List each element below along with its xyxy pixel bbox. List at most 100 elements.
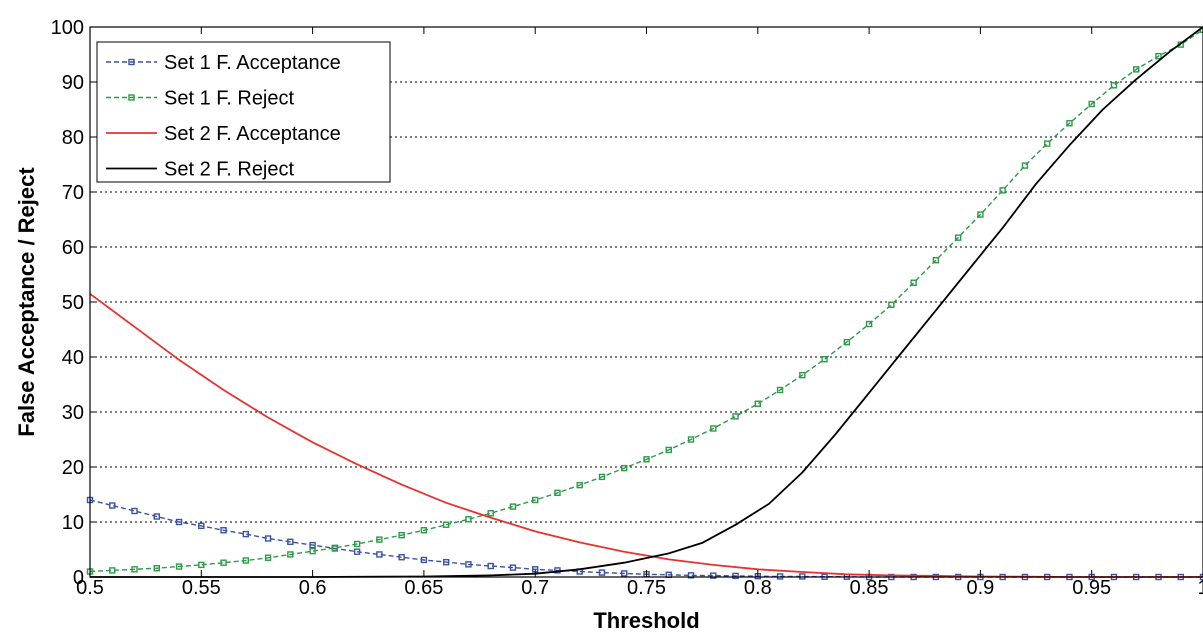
series-2-point [175, 563, 183, 570]
series-2-point [643, 456, 650, 463]
y-tick-label: 100 [51, 17, 84, 39]
series-2-point [888, 301, 895, 308]
series-2-point [509, 503, 517, 510]
series-2-point [220, 559, 227, 566]
series-2-point [153, 565, 160, 572]
series-2-point [754, 400, 761, 407]
series-1-point [710, 572, 717, 579]
series-2-point [376, 536, 383, 543]
series-1-point [420, 556, 428, 564]
series-1-point [465, 561, 472, 568]
series-line-2 [89, 29, 1203, 573]
series-2-point [1110, 82, 1118, 89]
series-2-point [353, 540, 361, 548]
series-2-point [331, 544, 339, 552]
series-2-point [420, 527, 428, 534]
series-1-point [309, 541, 316, 549]
series-line-4 [90, 26, 1203, 578]
y-tick-label: 60 [62, 237, 84, 259]
x-tick-label: 0.75 [627, 577, 666, 599]
x-tick-label: 0.55 [182, 577, 221, 599]
series-1-point [732, 572, 739, 580]
series-line-3 [89, 293, 1203, 578]
series-2-point [843, 338, 851, 346]
x-tick-label: 0.65 [404, 577, 443, 599]
legend-label: Set 2 F. Acceptance [164, 123, 341, 145]
series-2-point [977, 211, 984, 218]
legend-box [96, 41, 391, 183]
series-2-point [932, 257, 940, 264]
y-tick-label: 20 [62, 457, 84, 479]
series-2-point [954, 234, 962, 241]
series-1-point [242, 530, 250, 538]
series-2-point [576, 481, 583, 489]
series-1-point [264, 535, 272, 542]
x-tick-label: 0.9 [966, 577, 994, 599]
series-1-point [131, 507, 138, 515]
x-tick-label: 0.95 [1072, 577, 1111, 599]
series-2-point [865, 320, 873, 328]
y-tick-label: 70 [62, 182, 84, 204]
y-tick-label: 10 [62, 512, 84, 534]
axis-ticks: 0 10 20 30 40 50 60 70 80 90 100 0.5 0.55 0.6 0.65 0.7 0… [51, 17, 1203, 599]
x-tick-label: 0.6 [299, 577, 327, 599]
y-tick-label: 90 [62, 72, 84, 94]
series-1-point [509, 564, 517, 571]
legend-label: Set 2 F. Reject [164, 159, 295, 181]
legend-label: Set 1 F. Acceptance [164, 52, 341, 74]
series-2-point [309, 547, 316, 555]
legend-label: Set 1 F. Reject [164, 88, 295, 110]
series-2-point [532, 496, 539, 504]
series-2-point [910, 279, 917, 286]
series-2-point [621, 464, 628, 472]
series-2-point [109, 567, 116, 574]
series-2-point [465, 516, 472, 523]
series-1-point [621, 570, 628, 577]
series-2-point [821, 356, 828, 363]
x-tick-label: 0.8 [744, 577, 772, 599]
series-2-point [198, 561, 205, 569]
legend: Set 1 F. Acceptance Set 1 F. Reject Set 2 … [96, 41, 391, 183]
legend-swatch-marker [128, 94, 135, 101]
series-1-point [175, 518, 183, 526]
series-2-point [1043, 140, 1051, 147]
y-tick-label: 30 [62, 402, 84, 424]
x-tick-label: 0.5 [76, 577, 104, 599]
series-2-point [398, 532, 405, 539]
x-tick-label: 1 [1197, 577, 1203, 599]
legend-swatch-marker [128, 58, 135, 66]
series-2-point [442, 521, 450, 528]
series-2-point [710, 425, 717, 432]
series-2-point [732, 413, 739, 420]
series-1-point [153, 513, 160, 520]
y-tick-label: 40 [62, 347, 84, 369]
series-2-point [1066, 120, 1073, 127]
series-1-point [598, 569, 606, 576]
series-2-point [999, 187, 1006, 194]
series-1-point [376, 551, 383, 558]
series-2-point [799, 371, 806, 379]
x-tick-label: 0.7 [521, 577, 549, 599]
series-1-point [687, 572, 695, 579]
y-tick-label: 0 [73, 567, 84, 589]
y-tick-label: 50 [62, 292, 84, 314]
series-2-point [242, 557, 250, 564]
series-2-point [487, 510, 494, 517]
series-2-point [1088, 100, 1095, 108]
series-2-point [1155, 52, 1162, 60]
series-1-point [442, 558, 450, 566]
series-1-point [198, 522, 205, 530]
x-tick-label: 0.85 [850, 577, 889, 599]
series-2-point [554, 489, 561, 497]
series-2-point [598, 473, 606, 481]
series-1-point [353, 548, 361, 555]
series-1-point [220, 527, 227, 534]
series-1-point [287, 538, 294, 545]
series-1-point [487, 562, 494, 570]
series-2-point [131, 566, 138, 573]
series-2-point [687, 436, 695, 443]
series-2-point [776, 386, 784, 394]
y-axis-title: False Acceptance / Reject [14, 167, 39, 437]
series-2-point [1133, 66, 1140, 73]
